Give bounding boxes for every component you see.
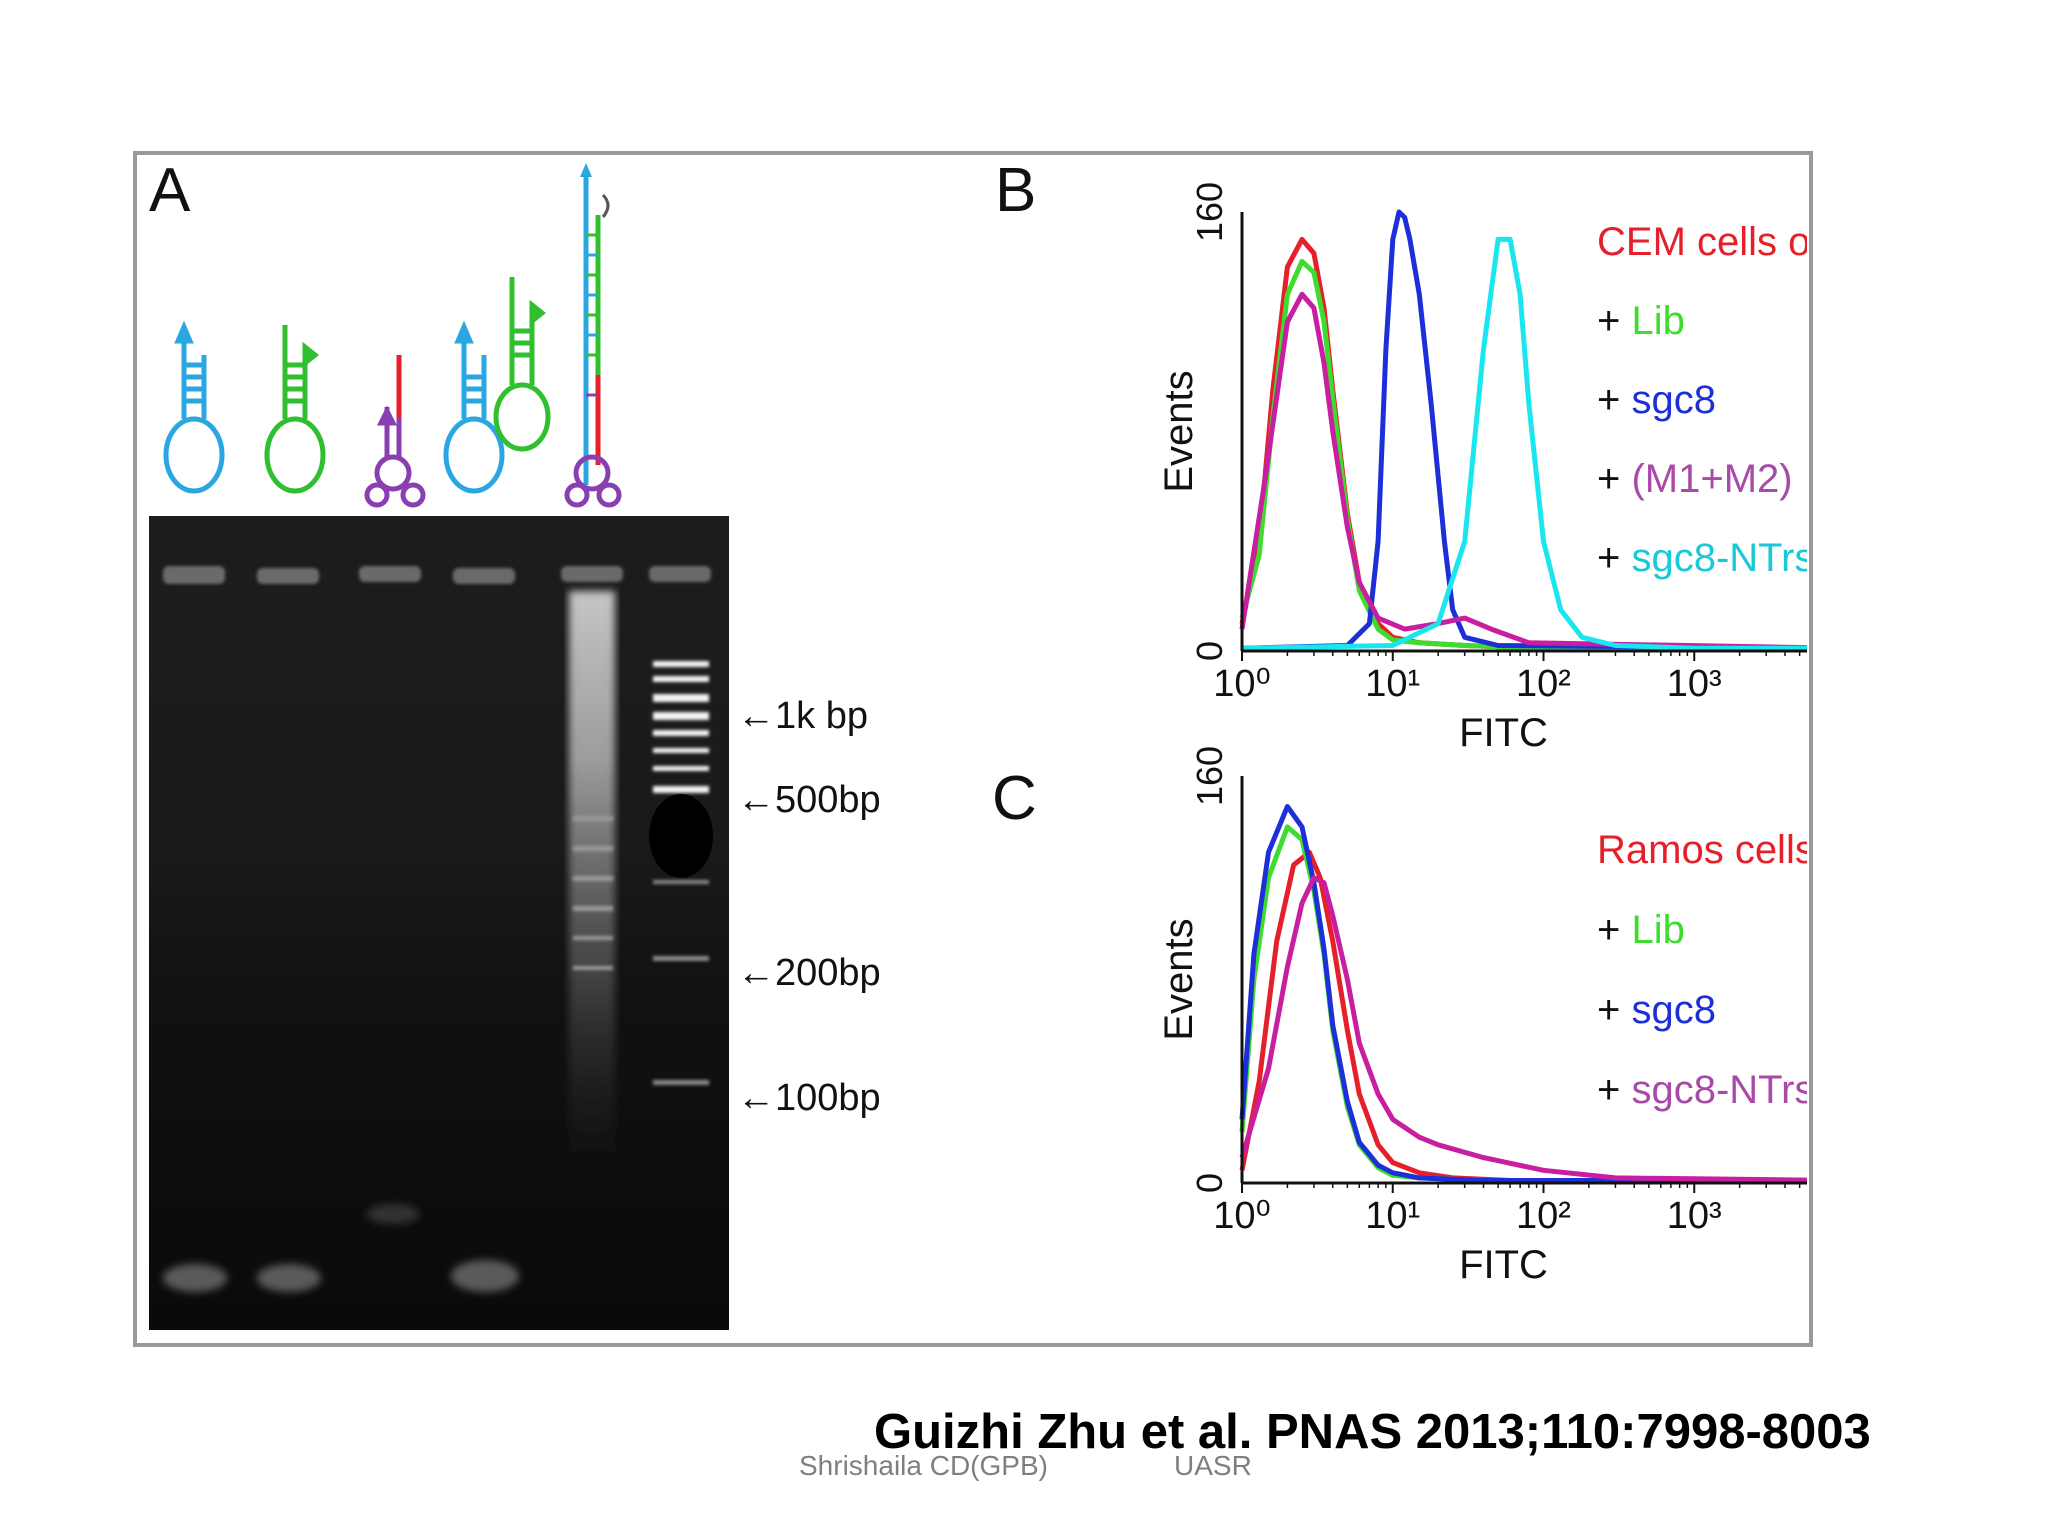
x-tick-label: 10³ bbox=[1667, 663, 1722, 705]
y-axis-title: Events bbox=[1157, 370, 1201, 492]
legend-entry: CEM cells only bbox=[1597, 220, 1807, 264]
series-line-1 bbox=[1239, 824, 1807, 1183]
series-line-4 bbox=[1241, 236, 1807, 651]
figure: A bbox=[133, 151, 1813, 1347]
legend-entry: + sgc8 bbox=[1597, 378, 1716, 422]
y-tick-label: 0 bbox=[1189, 641, 1230, 661]
hairpin-green-2-icon bbox=[493, 277, 551, 452]
legend-entry: Ramos cells only bbox=[1597, 828, 1807, 872]
x-tick-label: 10¹ bbox=[1365, 663, 1420, 705]
x-tick-label: 10¹ bbox=[1365, 1195, 1420, 1237]
marker-200bp: ←200bp bbox=[737, 952, 881, 994]
y-tick-label: 160 bbox=[1189, 746, 1230, 806]
marker-1kbp: ←1k bp bbox=[737, 695, 868, 737]
panel-a-label: A bbox=[149, 156, 191, 225]
series-line-3 bbox=[1239, 875, 1807, 1183]
three-way-purple-icon bbox=[364, 405, 426, 508]
hairpin-cyan-icon bbox=[163, 320, 225, 494]
histogram-panel-c: 10⁰10¹10²10³10⁴0160FITCEventsRamos cells… bbox=[1157, 746, 1807, 1287]
x-tick-label: 10² bbox=[1516, 663, 1571, 705]
x-tick-label: 10⁰ bbox=[1213, 663, 1271, 705]
histogram-panel-b: 10⁰10¹10²10³10⁴0160FITCEventsCEM cells o… bbox=[1157, 182, 1807, 755]
legend-entry: + Lib bbox=[1597, 908, 1685, 952]
concatemer-icon bbox=[564, 163, 622, 508]
legend-entry: + Lib bbox=[1597, 299, 1685, 343]
hairpin-green-icon bbox=[264, 325, 326, 494]
legend-entry: + sgc8-NTrs bbox=[1597, 1068, 1807, 1112]
footer-institution: UASR bbox=[1174, 1450, 1252, 1481]
gel-bands bbox=[163, 566, 713, 1292]
x-axis-title: FITC bbox=[1459, 711, 1548, 755]
y-axis-title: Events bbox=[1157, 918, 1201, 1040]
gel-image bbox=[149, 516, 729, 1330]
citation: Guizhi Zhu et al. PNAS 2013;110:7998-800… bbox=[874, 1405, 1871, 1459]
panel-b-label: B bbox=[995, 156, 1037, 225]
marker-100bp: ←100bp bbox=[737, 1077, 881, 1119]
structure-icons bbox=[163, 163, 622, 508]
legend-entry: + (M1+M2) bbox=[1597, 457, 1793, 501]
y-tick-label: 160 bbox=[1189, 182, 1230, 242]
hairpin-cyan-2-icon bbox=[443, 320, 505, 494]
series-line-3 bbox=[1239, 291, 1807, 651]
footer-author: Shrishaila CD(GPB) bbox=[799, 1450, 1048, 1481]
x-tick-label: 10⁰ bbox=[1213, 1195, 1271, 1237]
marker-500bp: ←500bp bbox=[737, 779, 881, 821]
y-tick-label: 0 bbox=[1189, 1173, 1230, 1193]
x-tick-label: 10² bbox=[1516, 1195, 1571, 1237]
series-line-2 bbox=[1239, 804, 1807, 1183]
legend-entry: + sgc8-NTrs bbox=[1597, 536, 1807, 580]
legend-entry: + sgc8 bbox=[1597, 988, 1716, 1032]
x-axis-title: FITC bbox=[1459, 1243, 1548, 1287]
series-line-2 bbox=[1241, 209, 1807, 651]
series-line-0 bbox=[1239, 236, 1807, 651]
panel-c-label: C bbox=[992, 764, 1037, 833]
series-line-0 bbox=[1239, 849, 1807, 1183]
x-tick-label: 10³ bbox=[1667, 1195, 1722, 1237]
